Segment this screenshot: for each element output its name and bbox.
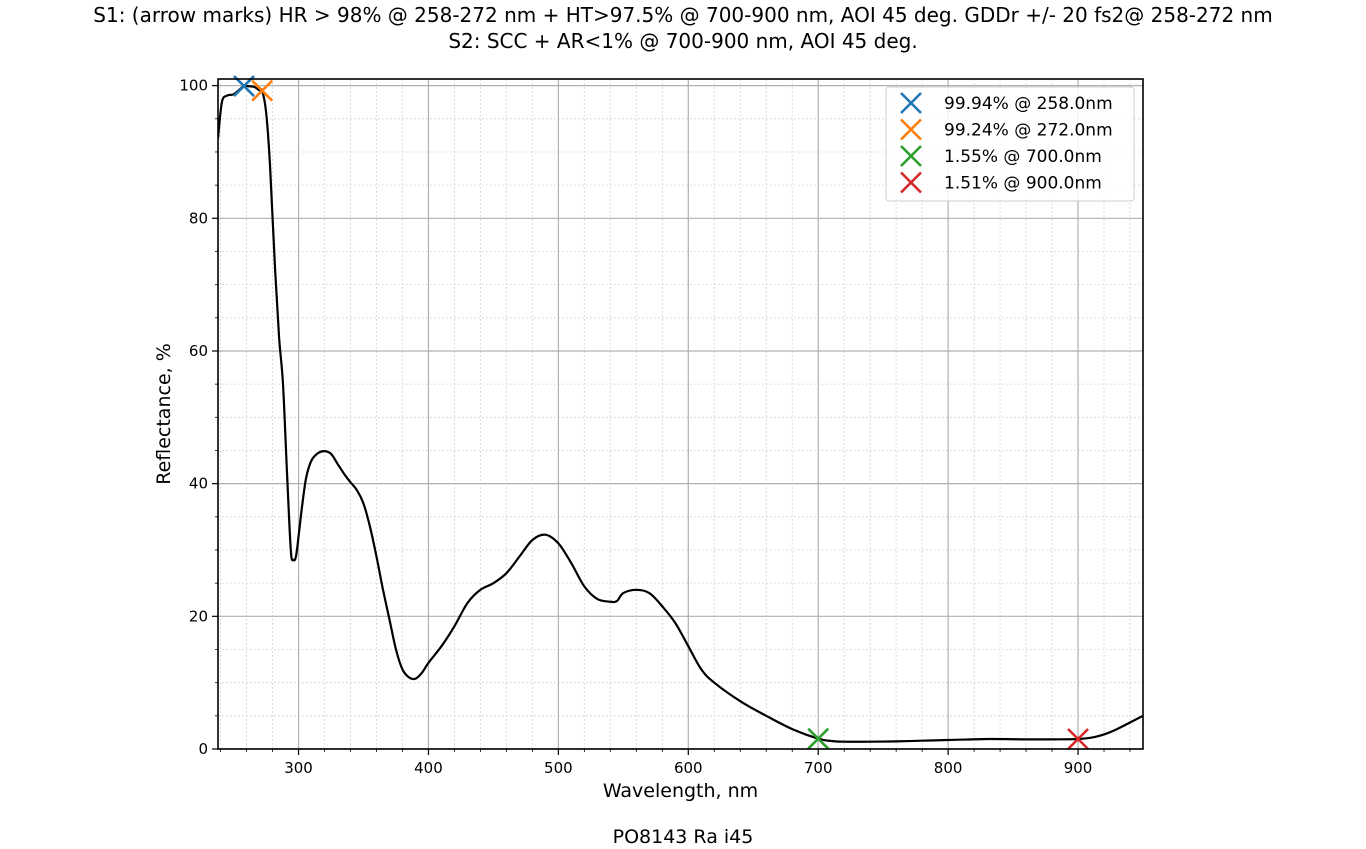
- legend: 99.94% @ 258.0nm 99.24% @ 272.0nm 1.55% @ …: [885, 86, 1135, 202]
- legend-marker-stroke: [900, 118, 922, 141]
- data-marker: [1067, 728, 1089, 750]
- y-tick-label: 40: [189, 475, 208, 493]
- x-tick-label: 900: [1064, 759, 1093, 777]
- x-tick-label: 300: [284, 759, 313, 777]
- y-axis-label: Reflectance, %: [153, 343, 175, 485]
- x-axis-label: Wavelength, nm: [603, 780, 758, 802]
- legend-entry-label: 1.51% @ 900.0nm: [944, 174, 1102, 194]
- legend-entry-label: 1.55% @ 700.0nm: [944, 147, 1102, 167]
- x-tick-label: 700: [804, 759, 833, 777]
- chart-title-line-1: S1: (arrow marks) HR > 98% @ 258-272 nm …: [93, 3, 1273, 27]
- y-tick-label: 100: [179, 77, 208, 95]
- data-marker: [807, 727, 830, 750]
- legend-entry-label: 99.24% @ 272.0nm: [944, 121, 1113, 141]
- y-tick-label: 80: [189, 209, 208, 227]
- marker-stroke: [1067, 728, 1089, 750]
- figure-footer: PO8143 Ra i45: [612, 826, 754, 848]
- y-tick-label: 20: [189, 607, 208, 625]
- x-tick-label: 800: [934, 759, 963, 777]
- y-tick-label: 0: [198, 740, 208, 758]
- plot-frame: [217, 78, 1144, 750]
- marker-stroke: [251, 79, 274, 102]
- axis-ticks: 300 400 500 600 700 800 900 0 20 40 60 80 100: [179, 77, 1131, 777]
- series-layer: [218, 84, 1143, 743]
- legend-marker-stroke: [900, 145, 922, 167]
- legend-entry-label: 99.94% @ 258.0nm: [944, 94, 1113, 114]
- legend-marker-stroke: [900, 92, 922, 114]
- legend-marker-stroke: [900, 171, 922, 194]
- legend-box: [885, 86, 1135, 202]
- reflectance-curve: [218, 84, 1143, 743]
- y-tick-label: 60: [189, 342, 208, 360]
- marker-stroke: [807, 727, 830, 750]
- x-tick-label: 600: [674, 759, 703, 777]
- x-tick-label: 500: [544, 759, 573, 777]
- chart-title-line-2: S2: SCC + AR<1% @ 700-900 nm, AOI 45 deg…: [448, 29, 918, 53]
- data-marker: [251, 79, 274, 102]
- x-tick-label: 400: [414, 759, 443, 777]
